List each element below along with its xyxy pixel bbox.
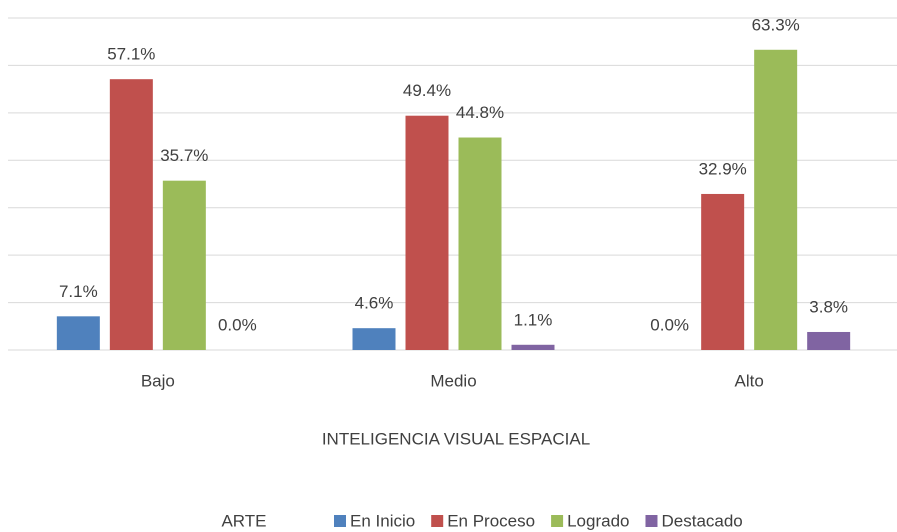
data-label: 1.1% [514, 310, 553, 329]
bar [56, 316, 100, 350]
bar [701, 193, 745, 350]
data-label: 49.4% [403, 81, 451, 100]
bar [352, 328, 396, 350]
legend-swatch [645, 515, 658, 527]
bar [458, 137, 502, 350]
bar [109, 79, 153, 350]
data-label: 3.8% [809, 297, 848, 316]
bar [807, 331, 851, 350]
data-label: 63.3% [752, 15, 800, 34]
bar [511, 344, 555, 350]
data-label: 35.7% [160, 146, 208, 165]
legend-label: En Proceso [447, 511, 535, 530]
bar [754, 49, 798, 351]
legend-swatch [431, 515, 444, 527]
legend-label: En Inicio [350, 511, 415, 530]
data-label: 0.0% [218, 315, 257, 334]
data-label: 44.8% [456, 103, 504, 122]
data-label: 4.6% [355, 294, 394, 313]
legend-swatch [334, 515, 346, 527]
data-label: 7.1% [59, 282, 98, 301]
legend-swatch [551, 515, 564, 527]
legend-title: ARTE [221, 511, 266, 530]
legend-label: Logrado [567, 511, 629, 530]
legend-label: Destacado [661, 511, 742, 530]
x-tick-label: Medio [430, 371, 476, 390]
x-tick-label: Bajo [141, 371, 175, 390]
bar [405, 115, 449, 351]
bar [162, 180, 206, 350]
x-tick-label: Alto [735, 371, 764, 390]
data-label: 32.9% [699, 159, 747, 178]
data-label: 57.1% [107, 45, 155, 64]
data-label: 0.0% [650, 315, 689, 334]
x-axis-title: INTELIGENCIA VISUAL ESPACIAL [322, 429, 590, 448]
